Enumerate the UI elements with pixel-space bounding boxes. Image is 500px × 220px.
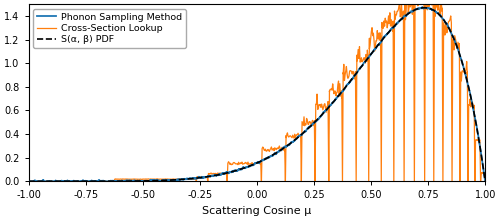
S(α, β) PDF	[200, 176, 206, 179]
S(α, β) PDF	[26, 180, 32, 183]
X-axis label: Scattering Cosine μ: Scattering Cosine μ	[202, 206, 312, 216]
Legend: Phonon Sampling Method, Cross-Section Lookup, S(α, β) PDF: Phonon Sampling Method, Cross-Section Lo…	[34, 9, 186, 48]
Line: Cross-Section Lookup: Cross-Section Lookup	[28, 0, 485, 181]
S(α, β) PDF	[108, 180, 114, 183]
S(α, β) PDF	[482, 180, 488, 183]
Cross-Section Lookup	[190, 178, 196, 180]
S(α, β) PDF	[421, 6, 427, 9]
S(α, β) PDF	[322, 110, 328, 112]
S(α, β) PDF	[300, 132, 306, 135]
Phonon Sampling Method	[300, 133, 306, 135]
Phonon Sampling Method	[26, 180, 32, 183]
Phonon Sampling Method	[200, 176, 206, 179]
Cross-Section Lookup	[142, 178, 148, 180]
S(α, β) PDF	[366, 55, 372, 58]
Cross-Section Lookup	[26, 180, 32, 183]
Phonon Sampling Method	[420, 6, 426, 9]
Cross-Section Lookup	[48, 180, 54, 183]
Cross-Section Lookup	[333, 94, 339, 97]
Line: S(α, β) PDF: S(α, β) PDF	[28, 8, 485, 181]
Phonon Sampling Method	[322, 109, 328, 112]
Phonon Sampling Method	[401, 15, 407, 18]
Phonon Sampling Method	[366, 55, 372, 58]
S(α, β) PDF	[401, 16, 407, 18]
Phonon Sampling Method	[482, 179, 488, 182]
Cross-Section Lookup	[299, 121, 305, 124]
Cross-Section Lookup	[482, 180, 488, 183]
Cross-Section Lookup	[206, 172, 212, 175]
Line: Phonon Sampling Method: Phonon Sampling Method	[28, 7, 485, 181]
Phonon Sampling Method	[108, 180, 114, 182]
